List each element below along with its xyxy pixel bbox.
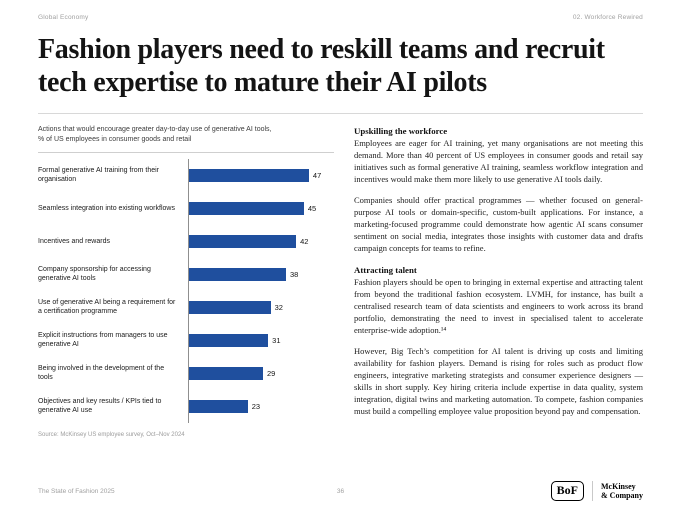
article-paragraph: Companies should offer practical program…	[354, 194, 643, 253]
article-paragraph: However, Big Tech’s competition for AI t…	[354, 346, 643, 416]
article-heading-attracting: Attracting talent	[354, 264, 417, 275]
bar	[189, 168, 309, 182]
bar-label: Being involved in the development of the…	[38, 365, 165, 382]
bar-track: 23	[188, 389, 334, 423]
bar-label: Incentives and rewards	[38, 237, 110, 245]
bar-value: 31	[272, 335, 281, 345]
bar-row: Incentives and rewards 42	[38, 224, 334, 258]
bar-value: 23	[251, 401, 261, 411]
mckinsey-logo-line1: McKinsey	[601, 481, 636, 491]
bar	[189, 267, 286, 281]
bar-value: 45	[307, 203, 317, 213]
title-divider	[38, 112, 643, 114]
article: Upskilling the workforce Employees are e…	[354, 125, 643, 438]
chart-title-block: Actions that would encourage greater day…	[38, 125, 334, 145]
bar-track: 42	[188, 224, 334, 258]
article-paragraph: Fashion players should be open to bringi…	[354, 277, 643, 336]
bar-track: 47	[188, 158, 334, 192]
mckinsey-logo: McKinsey & Company	[601, 482, 643, 500]
bar-row: Explicit instructions from managers to u…	[38, 323, 334, 357]
section-label: Global Economy	[38, 14, 89, 21]
footer-logos: BoF McKinsey & Company	[344, 481, 643, 501]
bar-row: Seamless integration into existing workf…	[38, 191, 334, 225]
bar-label: Explicit instructions from managers to u…	[38, 332, 168, 349]
chapter-label: 02. Workforce Rewired	[572, 14, 643, 21]
bar	[189, 300, 271, 314]
bar-row: Company sponsorship for accessing genera…	[38, 257, 334, 291]
bar-track: 38	[188, 257, 334, 291]
bar-value: 42	[300, 236, 309, 246]
page-number: 36	[336, 487, 345, 495]
bar-track: 31	[188, 323, 334, 357]
chart-title: Actions that would encourage greater day…	[38, 125, 272, 133]
chart-divider	[38, 151, 334, 153]
bar	[189, 366, 263, 380]
page-content: Actions that would encourage greater day…	[38, 125, 643, 438]
bof-logo: BoF	[550, 481, 584, 501]
bar-value: 29	[266, 368, 276, 378]
bar	[189, 234, 297, 248]
bar-rows: Formal generative AI training from their…	[38, 158, 334, 423]
logo-divider	[592, 481, 593, 501]
bar-label: Objectives and key results / KPIs tied t…	[38, 398, 162, 415]
article-heading-upskilling: Upskilling the workforce	[354, 125, 448, 136]
bar	[189, 201, 304, 215]
article-paragraph: Employees are eager for AI training, yet…	[354, 137, 643, 184]
bar-row: Formal generative AI training from their…	[38, 158, 334, 192]
page-title: Fashion players need to reskill teams an…	[38, 34, 605, 98]
bar-track: 29	[188, 356, 334, 390]
mckinsey-logo-line2: & Company	[601, 491, 644, 500]
bar-track: 32	[188, 290, 334, 324]
footer-report-title: The State of Fashion 2025	[38, 487, 115, 495]
chart-source: Source: McKinsey US employee survey, Oct…	[38, 431, 185, 438]
chart-subtitle: % of US employees in consumer goods and …	[38, 135, 192, 143]
bar-row: Being involved in the development of the…	[38, 356, 334, 390]
page-header: Global Economy 02. Workforce Rewired	[38, 14, 643, 21]
bar-row: Use of generative AI being a requirement…	[38, 290, 334, 324]
bar-label: Company sponsorship for accessing genera…	[38, 266, 151, 283]
bar-label: Formal generative AI training from their…	[38, 167, 159, 184]
bar-value: 38	[290, 269, 299, 279]
bar-label: Seamless integration into existing workf…	[38, 204, 175, 212]
bar-track: 45	[188, 191, 334, 225]
bar	[189, 399, 248, 413]
page-footer: The State of Fashion 2025 36 BoF McKinse…	[38, 481, 643, 501]
bar-label: Use of generative AI being a requirement…	[38, 299, 176, 316]
bar-chart: Actions that would encourage greater day…	[38, 125, 334, 438]
bar-value: 32	[274, 302, 283, 312]
bar-value: 47	[312, 170, 322, 180]
bar	[189, 333, 269, 347]
bar-row: Objectives and key results / KPIs tied t…	[38, 389, 334, 423]
